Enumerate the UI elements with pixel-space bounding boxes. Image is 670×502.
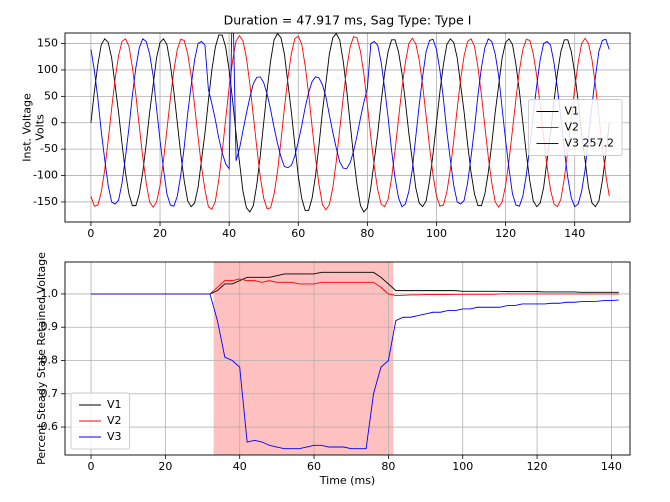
- x-tick-label: 20: [153, 227, 167, 240]
- x-tick-label: 0: [88, 460, 95, 473]
- y-tick-label: 0.6: [41, 420, 59, 433]
- x-tick-label: 100: [452, 460, 473, 473]
- y-axis-label: Percent Steady State Retained Voltage: [35, 252, 48, 465]
- x-tick-label: 40: [233, 460, 247, 473]
- y-axis-label: Volts: [34, 114, 47, 141]
- chart-title: Duration = 47.917 ms, Sag Type: Type I: [224, 13, 472, 28]
- x-tick-label: 100: [426, 227, 447, 240]
- highlight-span: [213, 262, 394, 455]
- x-tick-label: 40: [222, 227, 236, 240]
- y-tick-label: 0.8: [41, 353, 59, 366]
- legend: V1 V2 V3: [70, 392, 131, 450]
- legend-label: V3 257.2: [564, 137, 614, 150]
- series-line: [90, 33, 610, 208]
- y-tick-label: 150: [37, 37, 58, 50]
- axes-frame: [64, 261, 631, 456]
- y-tick-label: -150: [33, 195, 58, 208]
- x-tick-label: 120: [527, 460, 548, 473]
- legend-box: [527, 99, 623, 156]
- x-tick-label: 80: [360, 227, 374, 240]
- y-tick-label: 50: [44, 89, 58, 102]
- x-tick-label: 140: [601, 460, 622, 473]
- legend-label: V1: [564, 105, 579, 118]
- series-line: [91, 293, 619, 450]
- x-axis-label: Time (ms): [319, 474, 375, 487]
- y-tick-label: 0.7: [41, 387, 59, 400]
- y-tick-label: 0: [51, 116, 58, 129]
- axes: 0 20 40 60 80 100 120 140 -150 -100 -50 0 50 100 150 Du…: [21, 13, 631, 240]
- series-line: [90, 34, 610, 211]
- y-tick-label: 1.0: [41, 287, 59, 300]
- x-tick-label: 140: [564, 227, 585, 240]
- x-tick-label: 20: [158, 460, 172, 473]
- y-tick-label: -100: [33, 169, 58, 182]
- axes: 0 20 40 60 80 100 120 140 0.6 0.7 0.8 0.9 1.0 Time (m…: [35, 252, 631, 487]
- legend: V1 V2 V3 257.2: [527, 99, 623, 156]
- x-tick-label: 60: [291, 227, 305, 240]
- x-tick-label: 80: [381, 460, 395, 473]
- axes-frame: [64, 32, 631, 223]
- legend-label: V1: [107, 398, 122, 411]
- y-tick-label: 100: [37, 63, 58, 76]
- legend-label: V3: [107, 430, 122, 443]
- series-line: [90, 33, 610, 213]
- y-tick-label: 0.9: [41, 320, 59, 333]
- x-tick-label: 60: [307, 460, 321, 473]
- y-tick-label: -50: [40, 142, 58, 155]
- x-tick-label: 0: [87, 227, 94, 240]
- y-axis-label: Inst. Voltage: [21, 93, 34, 162]
- legend-label: V2: [564, 121, 579, 134]
- x-tick-label: 120: [495, 227, 516, 240]
- legend-label: V2: [107, 414, 122, 427]
